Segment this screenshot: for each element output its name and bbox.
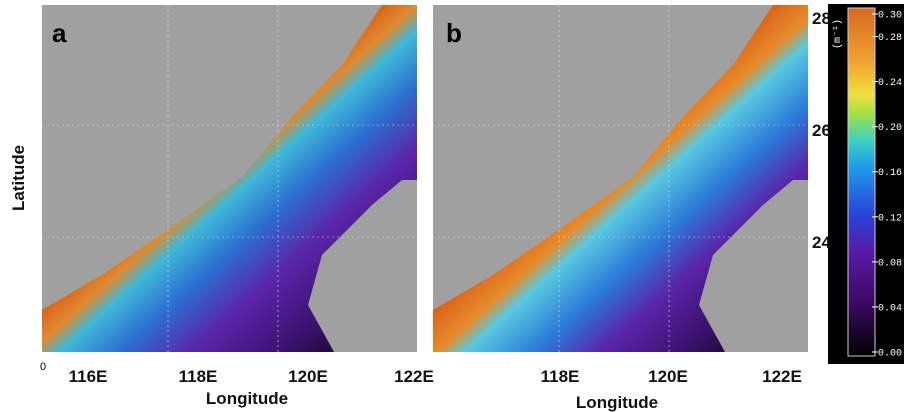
x-axis-label: Longitude bbox=[206, 389, 288, 408]
colorbar-tick-label: 0.00 bbox=[878, 349, 902, 360]
map-panel-b bbox=[433, 5, 808, 352]
colorbar-tick-label: 0.04 bbox=[878, 303, 902, 314]
lon-tick-label: 122E bbox=[762, 367, 802, 386]
colorbar bbox=[848, 8, 875, 356]
colorbar-tick-label: 0.28 bbox=[878, 33, 902, 44]
lon-tick-label: 118E bbox=[179, 367, 218, 386]
figure: a b Latitude 0 28N 26N 24N 116E 118E 120… bbox=[0, 0, 905, 412]
colorbar-unit: (m⁻¹) bbox=[832, 19, 844, 49]
map-panel-a bbox=[42, 5, 417, 352]
y-axis-label: Latitude bbox=[9, 145, 28, 211]
lon-tick-label: 120E bbox=[648, 367, 688, 386]
lon-tick-label: 118E bbox=[541, 367, 580, 386]
lon-tick-label: 122E bbox=[394, 367, 434, 386]
colorbar-tick-label: 0.20 bbox=[878, 123, 902, 134]
x-axis-label: Longitude bbox=[576, 393, 658, 412]
colorbar-tick-label: 0.24 bbox=[878, 78, 902, 89]
colorbar-tick-label: 0.16 bbox=[878, 168, 902, 179]
colorbar-tick-label: 0.08 bbox=[878, 258, 902, 269]
panel-label: a bbox=[52, 18, 67, 48]
colorbar-tick-label: 0.30 bbox=[878, 11, 902, 22]
panel-label: b bbox=[446, 18, 462, 48]
origin-label: 0 bbox=[40, 361, 46, 373]
colorbar-tick-label: 0.12 bbox=[878, 213, 902, 224]
lon-tick-label: 116E bbox=[69, 367, 108, 386]
lon-tick-label: 120E bbox=[288, 367, 328, 386]
